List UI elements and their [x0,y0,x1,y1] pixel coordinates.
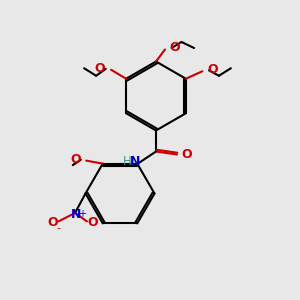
Text: O: O [181,148,191,161]
Text: N: N [130,154,140,168]
Text: O: O [207,63,217,76]
Text: O: O [48,216,58,230]
Text: O: O [87,216,98,230]
Text: -: - [56,223,61,233]
Text: +: + [79,209,86,219]
Text: O: O [94,62,105,75]
Text: N: N [71,208,82,221]
Text: H: H [123,155,132,169]
Text: O: O [169,41,180,55]
Text: O: O [70,153,81,166]
